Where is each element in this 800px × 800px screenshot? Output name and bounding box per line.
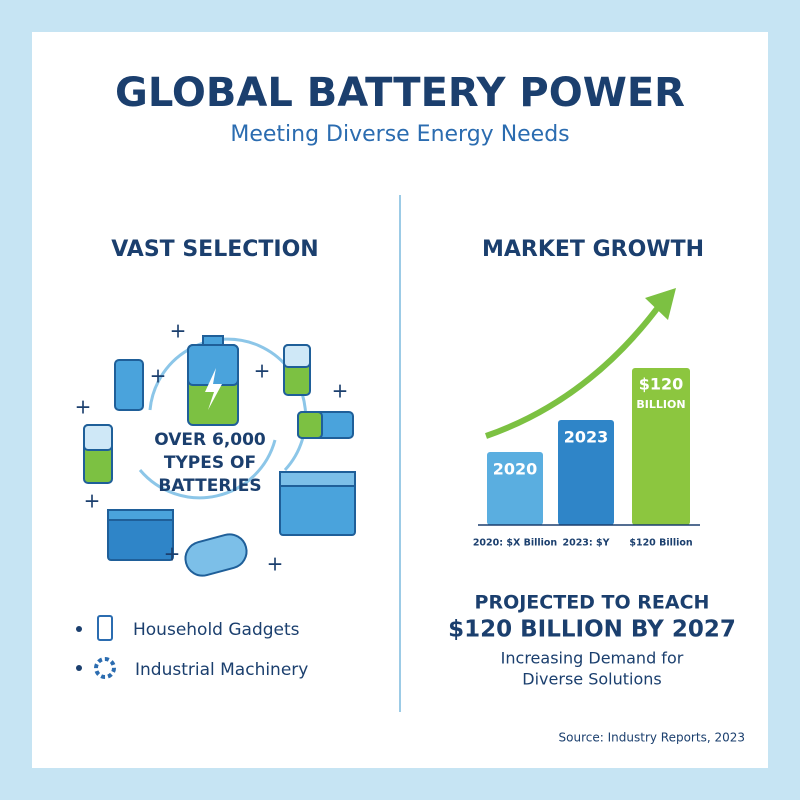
bar-label: $120 [639, 375, 684, 394]
center-text: BATTERIES [158, 476, 261, 496]
bar [558, 420, 614, 525]
battery-illustration [83, 335, 356, 577]
center-text: OVER 6,000 [154, 430, 266, 450]
svg-text:+: + [84, 489, 101, 513]
bullet-dot [76, 665, 82, 671]
bar [487, 452, 543, 525]
svg-text:+: + [75, 395, 92, 419]
growth-arrow [485, 300, 665, 439]
bullet-dot [76, 626, 82, 632]
svg-text:+: + [267, 552, 284, 576]
bar-caption: $120 Billion [629, 538, 693, 549]
title: GLOBAL BATTERY POWER [115, 70, 685, 116]
right-heading: MARKET GROWTH [482, 237, 704, 262]
svg-text:+: + [150, 364, 167, 388]
svg-text:+: + [254, 359, 271, 383]
svg-text:+: + [332, 379, 349, 403]
left-heading: VAST SELECTION [111, 237, 318, 262]
note: Increasing Demand for [501, 649, 684, 668]
svg-text:+: + [170, 319, 187, 343]
projection: PROJECTED TO REACH [475, 592, 710, 614]
arrow-head [645, 288, 676, 320]
source: Source: Industry Reports, 2023 [559, 731, 745, 745]
bullet-text: Household Gadgets [133, 620, 300, 640]
plus-signs: ++ ++ +++ + [75, 319, 349, 576]
bar-label: BILLION [636, 398, 685, 411]
projection: $120 BILLION BY 2027 [448, 617, 736, 643]
svg-text:+: + [164, 542, 181, 566]
note: Diverse Solutions [522, 670, 661, 689]
center-text: TYPES OF [164, 453, 256, 473]
subtitle: Meeting Diverse Energy Needs [230, 122, 569, 147]
bar-caption: 2023: $Y [562, 538, 609, 549]
phone-icon [97, 615, 113, 641]
bar [632, 368, 690, 525]
bar-caption: 2020: $X Billion [473, 538, 558, 549]
gear-icon [94, 657, 116, 679]
bar-label: 2023 [564, 428, 609, 447]
bullet-text: Industrial Machinery [135, 660, 308, 680]
bar-label: 2020 [493, 460, 538, 479]
